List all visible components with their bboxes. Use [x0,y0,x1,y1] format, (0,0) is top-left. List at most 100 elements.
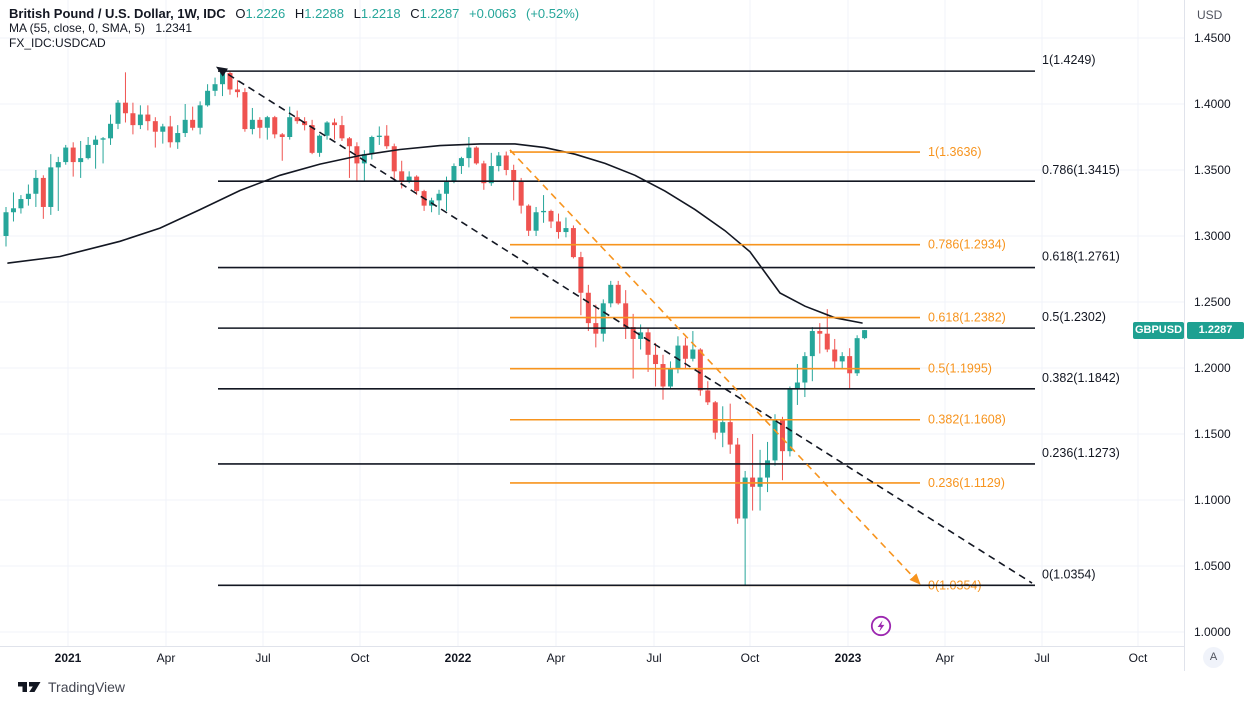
quick-trade-button[interactable] [870,615,892,637]
ma55-line [7,143,863,324]
candle [473,146,479,165]
candle [115,100,121,130]
price-tick: 1.1000 [1194,493,1231,507]
high-value: 1.2288 [304,6,344,21]
candle [369,135,375,160]
candle [294,110,300,124]
candle [70,142,76,177]
candle [503,151,509,176]
candle [264,115,270,140]
downtrend-orange[interactable] [509,149,921,585]
candle [160,123,166,144]
price-tick: 1.1500 [1194,427,1231,441]
candle [190,106,196,131]
candle [511,164,517,201]
change-value: +0.0063 [469,6,517,21]
price-tick: 1.3000 [1194,229,1231,243]
time-axis[interactable]: 2021 Apr Jul Oct 2022 Apr Jul Oct 2023 Apr Jul Oct [0,646,1247,672]
low-label: L [353,6,361,21]
legend-symbol-row[interactable]: British Pound / U.S. Dollar, 1W, IDC O1.… [9,6,579,21]
candle [862,329,868,340]
candle [197,101,203,135]
candle [443,176,449,211]
candle [720,406,726,448]
symbol-price-flag: GBPUSD [1133,321,1184,339]
candle [585,284,591,332]
candle [735,437,741,524]
candle [242,88,248,132]
fib-black-lines[interactable] [218,70,1035,587]
price-tick: 1.4000 [1194,97,1231,111]
fib-orange-labels: 1(1.3636) 0.786(1.2934) 0.618(1.2382) 0.5(1… [928,145,1006,592]
candle [137,105,143,130]
ma-value: 1.2341 [155,21,193,35]
candle [787,386,793,457]
candle [391,143,397,180]
candle [615,280,621,305]
fib-level-label: 0.786(1.2934) [928,238,1006,252]
candle [436,189,442,215]
fib-level-label: 0.618(1.2761) [1042,250,1120,264]
gridlines [0,0,1184,646]
candle [742,470,748,586]
candle [167,115,173,148]
candle [653,342,659,387]
candle [832,338,838,370]
candle [466,137,472,168]
fib-level-label: 0.5(1.1995) [928,362,992,376]
candle [287,106,293,140]
high-label: H [294,6,305,21]
candle [309,119,315,155]
candle [25,184,31,206]
fib-orange-lines[interactable] [510,151,920,587]
candle [212,77,218,97]
symbol-title: British Pound / U.S. Dollar, 1W, IDC [9,6,226,21]
candle [854,335,860,376]
candle [548,209,554,229]
tradingview-link[interactable]: TradingView [18,679,125,695]
candle [18,195,24,214]
candle [839,352,845,368]
candle [279,133,285,161]
candle [63,144,69,165]
candle [518,177,524,214]
ma-label: MA (55, close, 0, SMA, 5) [9,21,146,35]
candle [496,152,502,172]
candle [705,381,711,405]
price-tick: 1.4500 [1194,31,1231,45]
candle [302,117,308,131]
time-tick: Jul [1034,651,1050,665]
candle [384,125,390,149]
candle [660,354,666,400]
tradingview-logo-icon [18,682,41,692]
time-tick: Apr [156,651,176,665]
candle [824,309,830,353]
candle [234,80,240,98]
candle [555,213,561,239]
candle [481,160,487,190]
candle [757,449,763,511]
fib-level-label: 0.236(1.1129) [928,476,1005,490]
candle [249,107,255,135]
candle [108,114,114,145]
auto-scale-button[interactable]: A [1203,647,1224,668]
fib-black-labels: 1(1.4249) 0.786(1.3415) 0.618(1.2761) 0.5(1… [1042,53,1120,581]
price-tick: 1.0000 [1194,625,1231,639]
candle [10,192,16,222]
candle [794,364,800,405]
candle [85,137,91,160]
candle [458,156,464,174]
legend-compare-row[interactable]: FX_IDC:USDCAD [9,36,579,51]
candle [488,152,494,186]
candle [33,170,39,207]
candle [257,117,263,139]
candle [93,135,99,169]
fib-level-label: 0(1.0354) [1042,567,1096,581]
candle [40,175,46,219]
legend-ma-row[interactable]: MA (55, close, 0, SMA, 5) 1.2341 [9,21,579,36]
candle [272,115,278,139]
brand-text: TradingView [48,679,126,695]
downtrend-black[interactable] [215,66,1033,584]
candle [779,416,785,481]
